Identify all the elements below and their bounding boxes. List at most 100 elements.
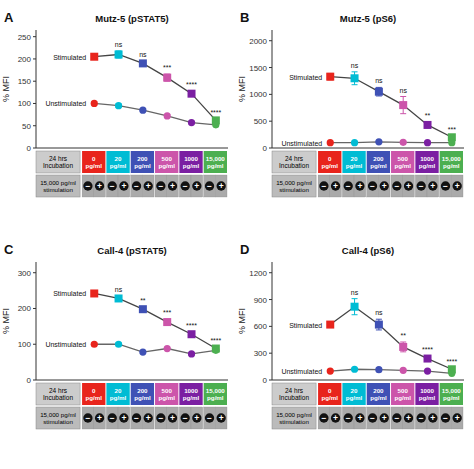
category-label-line: 20: [115, 155, 122, 162]
annotation: ****: [446, 358, 457, 365]
sign-cell: [204, 407, 216, 429]
marker: [424, 121, 432, 129]
marker: [163, 74, 171, 82]
sign-dot: [441, 413, 450, 422]
marks: [90, 50, 220, 128]
sign-label: +: [430, 413, 435, 423]
error-bar-cap: [400, 351, 406, 352]
category-label: 1000pg/ml: [419, 155, 436, 169]
error-bar: [327, 73, 333, 79]
marker: [399, 101, 407, 109]
category-cell: [415, 151, 438, 173]
error-bar-cap: [400, 113, 406, 114]
y-axis: [36, 262, 37, 380]
sign-dot: [428, 181, 437, 190]
sign-dot: [404, 413, 413, 422]
y-tick: [33, 81, 36, 82]
table-label-line: 15,000 pg/ml: [276, 179, 312, 186]
category-label-line: 20: [115, 387, 122, 394]
sign-label: −: [85, 181, 90, 191]
sign-dot: [217, 181, 226, 190]
marker: [327, 367, 334, 374]
category-cell: [106, 151, 129, 173]
marker: [139, 349, 146, 356]
category-label-line: 15,000: [442, 155, 461, 162]
category-label: 15,000pg/ml: [442, 155, 461, 169]
category-cell: [155, 151, 178, 173]
marker: [351, 366, 358, 373]
sign-cell: [106, 175, 118, 197]
sign-dot: [368, 181, 377, 190]
sign-dot: [181, 181, 190, 190]
sign-dot: [319, 181, 328, 190]
category-label-line: 0: [328, 155, 332, 162]
sign-label: +: [333, 413, 338, 423]
sign-dot: [380, 413, 389, 422]
sign-label: +: [97, 181, 102, 191]
sign-label: +: [97, 413, 102, 423]
sign-cell: [354, 175, 366, 197]
y-tick: [33, 272, 36, 273]
y-axis-label: % MFI: [237, 76, 247, 102]
y-tick-label: 600: [254, 322, 268, 331]
sign-cell: [330, 175, 342, 197]
category-cell: [82, 383, 105, 405]
y-tick: [269, 326, 272, 327]
sign-dot: [119, 181, 128, 190]
sign-label: +: [430, 181, 435, 191]
category-label-line: 200: [373, 387, 384, 394]
annotation: **: [425, 112, 431, 119]
sign-dot: [168, 413, 177, 422]
y-tick: [33, 103, 36, 104]
category-cell: [82, 151, 105, 173]
marker: [399, 343, 407, 351]
y-tick-label: 250: [18, 33, 32, 42]
sign-label: +: [170, 181, 175, 191]
panel-label: A: [4, 10, 14, 25]
marker: [326, 321, 334, 329]
table-label-cell: [272, 175, 316, 197]
sign-label: +: [455, 181, 460, 191]
y-tick: [33, 36, 36, 37]
table-label-line: Incubation: [279, 162, 309, 169]
category-label-line: pg/ml: [419, 394, 436, 401]
sign-dot: [355, 181, 364, 190]
annotation: ***: [163, 309, 171, 316]
marker: [375, 321, 383, 329]
sign-label: +: [146, 413, 151, 423]
category-label-line: pg/ml: [394, 162, 411, 169]
sign-label: −: [207, 413, 212, 423]
sign-cell: [131, 175, 143, 197]
y-tick: [269, 353, 272, 354]
category-cell: [367, 151, 390, 173]
marker: [188, 350, 195, 357]
table-label-line: stimulation: [43, 186, 73, 193]
sign-dot: [156, 181, 165, 190]
sign-cell: [378, 175, 390, 197]
sign-cell: [82, 175, 94, 197]
category-label: 200pg/ml: [134, 155, 151, 169]
sign-label: −: [370, 413, 375, 423]
table-label-line: 15,000 pg/ml: [40, 179, 76, 186]
series-label: Unstimulated: [281, 140, 322, 147]
sign-dot: [181, 413, 190, 422]
marker: [424, 367, 431, 374]
table-label: 15,000 pg/mlstimulation: [276, 411, 312, 425]
marker: [351, 74, 359, 82]
sign-dot: [83, 181, 92, 190]
series-line: [330, 77, 452, 138]
category-label-line: 1000: [184, 155, 198, 162]
category-label-line: pg/ml: [110, 394, 127, 401]
category-cell: [204, 383, 227, 405]
category-label-line: 200: [373, 155, 384, 162]
marker: [188, 119, 195, 126]
category-label-line: pg/ml: [370, 162, 387, 169]
sign-label: +: [382, 181, 387, 191]
sign-label: +: [219, 181, 224, 191]
y-tick-label: 0: [27, 376, 32, 385]
sign-dot: [380, 181, 389, 190]
sign-dot: [168, 181, 177, 190]
category-label: 500pg/ml: [158, 387, 175, 401]
category-label: 20pg/ml: [346, 155, 363, 169]
table-label-cell: [36, 175, 80, 197]
